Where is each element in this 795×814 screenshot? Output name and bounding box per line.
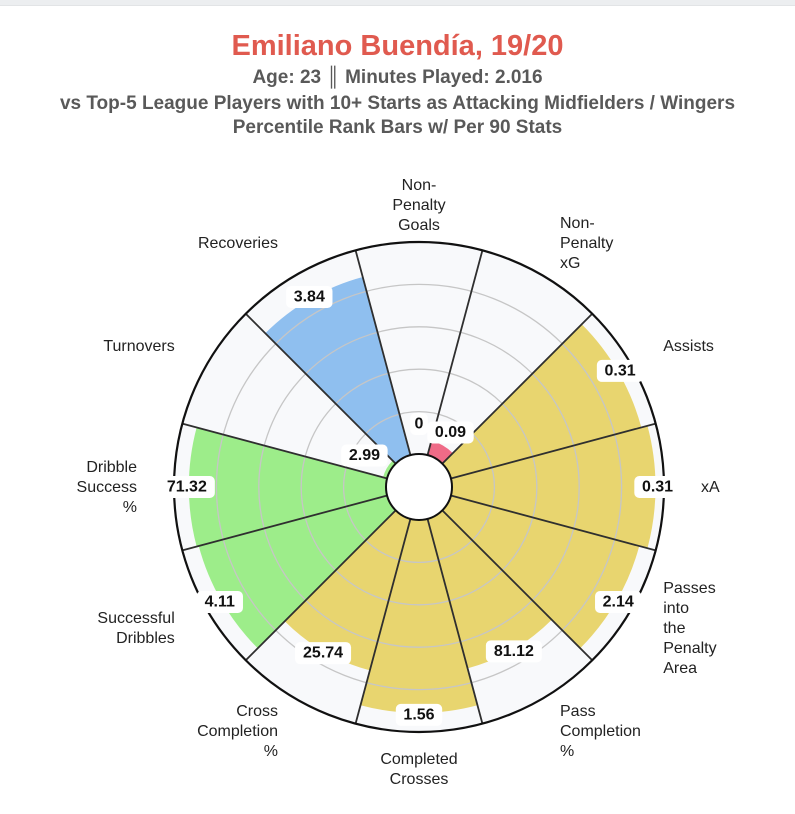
value-label: 2.99 — [349, 447, 380, 464]
value-label-bg — [634, 476, 681, 498]
value-label: 81.12 — [494, 643, 534, 660]
bar — [265, 276, 411, 464]
divider-line — [182, 422, 388, 480]
category-label: Recoveries — [198, 234, 278, 251]
value-label-bg — [196, 591, 243, 614]
value-label: 3.84 — [294, 288, 325, 305]
divider-line — [354, 518, 412, 724]
divider-line — [245, 509, 397, 661]
bar — [427, 510, 552, 669]
value-label-bg — [427, 421, 474, 444]
value-label: 0.31 — [604, 362, 635, 379]
grid-ring — [342, 410, 496, 564]
category-label: Turnovers — [103, 338, 174, 355]
value-label-bg — [341, 444, 388, 467]
grid-ring — [300, 368, 538, 606]
center-hole — [385, 453, 453, 521]
bar — [360, 518, 478, 713]
divider-line — [245, 313, 397, 465]
bar — [450, 425, 656, 549]
category-label: Completed Crosses — [380, 751, 457, 788]
value-label: 1.56 — [403, 706, 434, 723]
divider-line — [450, 494, 656, 552]
browser-top-bar — [0, 0, 795, 6]
category-label: Passes into the Penalty Area — [663, 580, 716, 677]
divider-line — [354, 250, 412, 456]
value-label-bg — [395, 703, 443, 726]
divider-line — [450, 422, 656, 480]
chart-title: Emiliano Buendía, 19/20 — [231, 30, 564, 62]
category-label: Successful Dribbles — [97, 610, 174, 647]
chart-subtitle-age: Age: 23 ║ Minutes Played: 2.016 — [252, 67, 543, 88]
value-label: 0 — [415, 416, 424, 433]
divider-line — [441, 509, 593, 661]
value-label: 2.14 — [603, 594, 634, 611]
chart-subtitle-method: Percentile Rank Bars w/ Per 90 Stats — [232, 117, 563, 138]
category-label: Pass Completion% — [560, 703, 641, 760]
bar — [188, 427, 388, 547]
bar — [427, 440, 453, 464]
category-label: Cross Completion% — [197, 703, 278, 760]
category-label: xA — [701, 479, 720, 496]
category-label: Dribble Success% — [77, 459, 138, 516]
bar — [383, 460, 396, 479]
divider-line — [426, 518, 484, 724]
value-label-bg — [485, 640, 542, 663]
grid-ring — [258, 326, 580, 648]
value-label-bg — [410, 413, 428, 435]
value-label-bg — [158, 476, 215, 498]
category-label: Non-Penalty xG — [560, 214, 613, 271]
value-label-bg — [286, 285, 333, 308]
value-label-bg — [295, 642, 352, 665]
chart-subtitle-comparison: vs Top-5 League Players with 10+ Starts … — [59, 93, 736, 114]
value-label-bg — [595, 591, 642, 614]
value-label-bg — [596, 359, 644, 382]
grid-ring — [215, 283, 623, 691]
value-label: 0.31 — [642, 479, 673, 496]
category-label: Assists — [663, 338, 714, 355]
value-label: 25.74 — [303, 645, 343, 662]
value-label: 71.32 — [167, 479, 207, 496]
divider-line — [182, 494, 388, 552]
category-label: Non-Penalty Goals — [392, 177, 445, 234]
value-label: 0.09 — [435, 424, 466, 441]
value-label: 4.11 — [205, 594, 235, 611]
divider-line — [426, 250, 484, 456]
